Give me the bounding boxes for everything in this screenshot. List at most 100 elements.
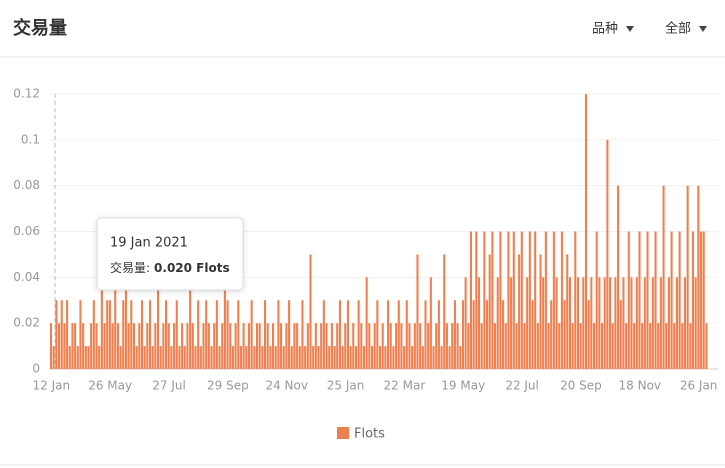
bar [536,323,539,369]
filter-label[interactable]: 品种 [592,22,618,37]
bar [82,323,85,369]
bar [245,346,248,369]
filter-dropdown[interactable]: 全部 [665,21,707,37]
bar [266,323,269,369]
page-title: 交易量 [13,17,67,39]
bar [598,277,601,369]
bar [354,346,358,369]
bar [333,346,336,369]
bar [186,323,189,369]
filter-dropdown[interactable]: 品种 [592,22,634,37]
x-tick-label: 26 Jan [680,379,718,393]
bar [504,323,507,369]
bar [119,346,122,369]
bar [296,323,299,369]
bar [346,300,349,369]
bar [630,277,633,369]
bar [231,346,234,369]
bar [122,300,125,369]
bar [651,277,654,369]
bar [592,323,596,369]
bar [675,277,678,369]
bar [130,300,133,369]
bar [694,277,697,369]
bar [66,300,69,369]
bar [480,323,483,369]
bar [595,231,598,369]
bar [459,346,462,369]
bar [95,323,98,369]
bar [280,323,283,369]
bar [606,139,609,369]
bar [483,231,486,369]
y-tick-label: 0.02 [13,316,40,330]
bar [432,346,435,369]
bar [253,346,256,369]
x-tick-label: 20 Sep [560,379,602,393]
bar [50,323,53,369]
tooltip-value: 0.020 Flots [154,261,230,275]
bar [408,323,411,369]
bar [247,323,251,369]
bar [494,323,497,369]
bar [362,346,366,369]
bar [464,277,467,369]
bar [173,323,176,369]
bar [512,231,515,369]
bar [552,231,555,369]
bar [467,323,470,369]
bar [384,346,387,369]
bar [440,346,443,369]
bar [681,323,684,369]
bar [654,231,657,369]
bar [609,277,612,369]
bar [298,346,301,369]
bar [365,277,368,369]
bar [523,323,526,369]
bar [584,94,588,369]
bar [170,346,173,369]
bar [183,346,186,369]
bar [114,277,117,369]
filter-label[interactable]: 全部 [665,21,691,37]
bar [686,185,689,369]
bar [424,300,427,369]
bar [427,323,430,369]
bar [322,300,325,369]
bar [63,323,66,369]
bar [400,323,403,369]
bar [92,300,95,369]
x-tick-label: 22 Jul [505,379,539,393]
bar [528,231,531,369]
bar [534,231,537,369]
bar [210,346,213,369]
legend-swatch [337,427,349,439]
bar [568,277,571,369]
bar [202,323,205,369]
bar [370,346,374,369]
bar [603,277,606,369]
bar [550,300,553,369]
bar [587,300,590,369]
bar [293,323,296,369]
dropdown-arrow[interactable] [626,26,634,32]
bar [526,277,529,369]
bar [381,323,384,369]
x-tick-label: 18 Nov [619,379,662,393]
bar [635,277,638,369]
bar [646,231,649,369]
bar [659,277,662,369]
dropdown-arrow[interactable] [699,26,707,32]
bar [662,185,665,369]
bar [477,277,481,369]
bar [421,346,424,369]
bar [106,300,109,369]
bar [673,323,676,369]
bar [55,300,58,369]
bar [87,346,90,369]
bar [560,231,563,369]
bar [151,346,154,369]
bar [443,254,446,369]
bar [138,323,141,369]
